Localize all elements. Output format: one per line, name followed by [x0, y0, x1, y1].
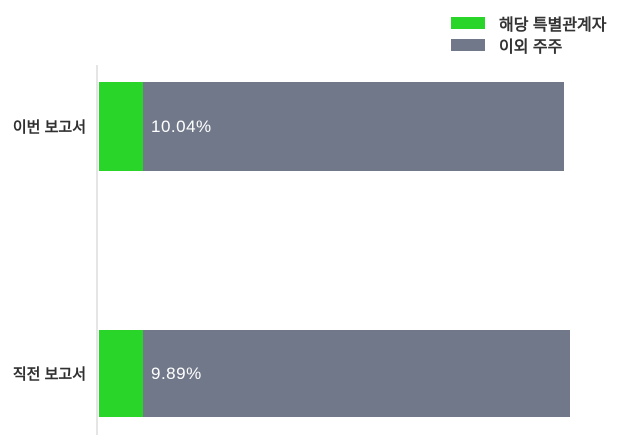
legend-item-others: 이외 주주	[451, 35, 607, 56]
legend-item-special: 해당 특별관계자	[451, 13, 607, 34]
bar-value-label: 9.89%	[151, 363, 202, 383]
bar-segment-others: 10.04%	[143, 82, 564, 171]
category-label-previous-report: 직전 보고서	[12, 366, 86, 383]
bar-segment-others: 9.89%	[143, 330, 570, 417]
bar-segment-special	[99, 82, 143, 171]
category-label-current-report: 이번 보고서	[12, 119, 86, 136]
legend-label-special: 해당 특별관계자	[499, 17, 607, 34]
legend-swatch-green-icon	[451, 17, 485, 29]
chart-legend: 해당 특별관계자 이외 주주	[451, 13, 607, 56]
legend-label-others: 이외 주주	[499, 39, 563, 56]
bar-row: 10.04%	[99, 82, 564, 171]
bar-segment-special	[99, 330, 143, 417]
legend-swatch-gray-icon	[451, 39, 485, 51]
bar-value-label: 10.04%	[151, 116, 212, 136]
bar-row: 9.89%	[99, 330, 570, 417]
y-axis-line	[96, 65, 98, 435]
